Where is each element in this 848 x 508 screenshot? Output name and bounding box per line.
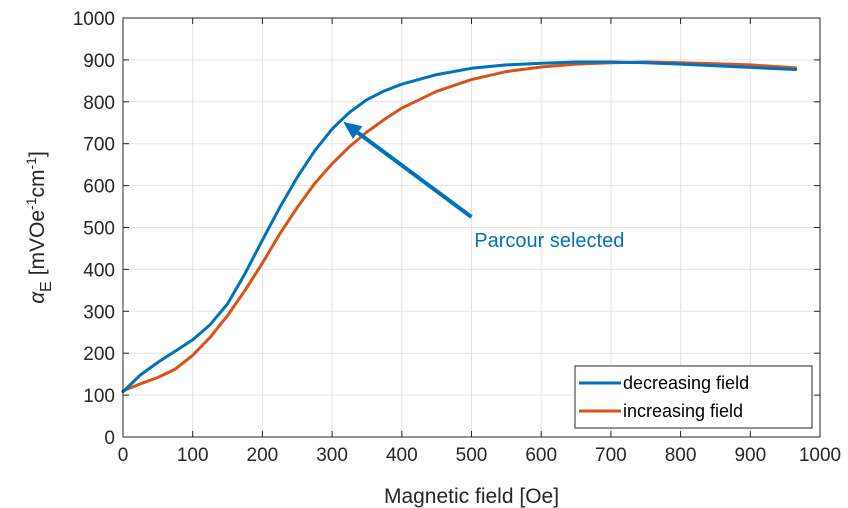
y-tick-label: 500 [83, 219, 115, 240]
y-tick-label: 0 [104, 428, 115, 449]
y-tick-label: 800 [83, 93, 115, 114]
y-tick-label: 300 [83, 302, 115, 323]
y-axis-exp1: -1 [23, 197, 39, 210]
legend-box [574, 365, 813, 429]
y-axis-symbol: α [26, 291, 49, 304]
series-layer [121, 60, 798, 394]
series-line-increasing [121, 60, 798, 393]
y-tick-label: 100 [83, 386, 115, 407]
ticks [122, 17, 821, 438]
legend: decreasing field increasing field [574, 365, 813, 429]
annotation-text: Parcour selected [474, 230, 624, 252]
y-tick-label: 700 [83, 135, 115, 156]
x-tick-label: 800 [665, 445, 697, 466]
y-tick-label: 900 [83, 51, 115, 72]
series-line-decreasing [121, 60, 798, 394]
x-tick-label: 1000 [799, 445, 841, 466]
y-tick-label: 1000 [73, 9, 115, 30]
x-tick-label: 100 [177, 445, 209, 466]
annotation-arrow-head [343, 121, 363, 140]
y-axis-subscript: E [38, 281, 55, 292]
y-axis-title: αE [mVOe-1cm-1] [23, 151, 55, 304]
y-tick-label: 400 [83, 260, 115, 281]
x-tick-label: 200 [247, 445, 279, 466]
x-axis-title: Magnetic field [Oe] [384, 485, 559, 508]
x-tick-label: 600 [525, 445, 557, 466]
x-tick-label: 500 [456, 445, 488, 466]
x-tick-label: 400 [386, 445, 418, 466]
legend-label-increasing: increasing field [623, 401, 743, 421]
y-axis-exp2: -1 [23, 157, 39, 170]
x-tick-label: 300 [316, 445, 348, 466]
x-tick-label: 0 [118, 445, 129, 466]
x-tick-label: 700 [595, 445, 627, 466]
y-axis-unit-close: ] [26, 151, 49, 157]
annotation-arrow-shaft [356, 131, 473, 219]
x-tick-label: 900 [734, 445, 766, 466]
y-axis-unit-mid: cm [26, 170, 49, 198]
legend-label-decreasing: decreasing field [623, 373, 749, 393]
y-tick-label: 600 [83, 177, 115, 198]
y-tick-label: 200 [83, 344, 115, 365]
y-axis-unit-open: [mVOe [26, 210, 49, 281]
annotation-layer: Parcour selected [343, 121, 624, 252]
tick-labels: 0 100 200 300 400 500 600 700 800 900 1000 0 100 200 3… [73, 9, 841, 466]
